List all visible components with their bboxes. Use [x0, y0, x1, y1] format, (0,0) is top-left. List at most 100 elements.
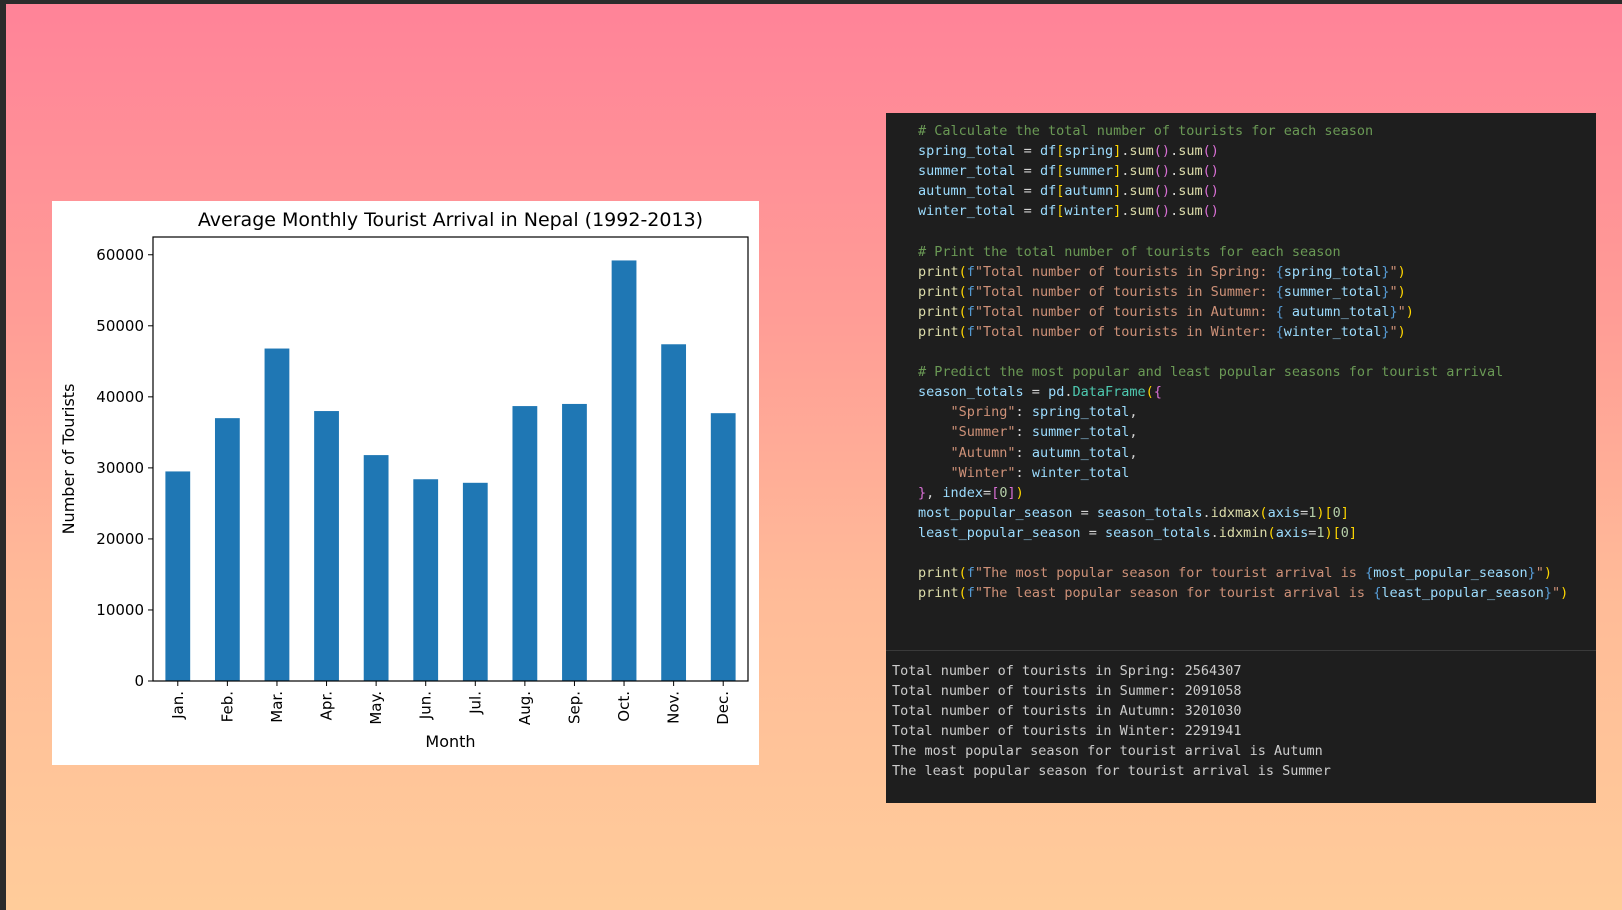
code-token: "Total number of tourists in Summer: [974, 283, 1276, 300]
x-axis-label: Month [425, 732, 475, 751]
code-token: DataFrame [1072, 384, 1146, 401]
code-token: ( [958, 263, 967, 280]
code-token: . [1170, 183, 1179, 200]
code-token: most_popular_season [918, 504, 1073, 521]
code-token: { [1275, 283, 1284, 300]
code-token: " [1389, 263, 1398, 280]
code-token: ] [1340, 504, 1349, 521]
code-line: most_popular_season = season_totals.idxm… [918, 503, 1596, 523]
code-token: 0 [999, 484, 1008, 501]
code-token: 1 [1316, 524, 1325, 541]
x-tick-label: Mar. [268, 691, 286, 723]
code-editor[interactable]: # Calculate the total number of tourists… [918, 121, 1596, 603]
code-token: most_popular_season [1373, 565, 1528, 582]
code-token: = [1023, 384, 1049, 401]
code-line: }, index=[0]) [918, 483, 1596, 503]
code-line: print(f"The least popular season for tou… [918, 583, 1596, 603]
code-token: spring_total [1283, 263, 1382, 280]
code-line: "Spring": spring_total, [918, 402, 1596, 422]
code-token: " [1397, 303, 1406, 320]
code-token: "Total number of tourists in Spring: [974, 263, 1276, 280]
code-line: winter_total = df[winter].sum().sum() [918, 201, 1596, 221]
code-line: # Print the total number of tourists for… [918, 242, 1596, 262]
code-token: ( [958, 585, 967, 602]
plot-frame [152, 236, 749, 682]
code-token: ( [958, 323, 967, 340]
code-line: "Autumn": autumn_total, [918, 443, 1596, 463]
chart-title: Average Monthly Tourist Arrival in Nepal… [198, 209, 703, 231]
code-token: } [1389, 303, 1398, 320]
code-token: = [1072, 504, 1097, 521]
cell-output: Total number of tourists in Spring: 2564… [892, 661, 1331, 782]
code-token: = [1015, 183, 1040, 200]
code-token: { [1275, 263, 1284, 280]
code-token: ) [1324, 524, 1333, 541]
code-token: "Spring" [950, 404, 1016, 421]
code-token: ( [1145, 384, 1154, 401]
code-token: } [1543, 585, 1553, 602]
code-token: ( [958, 303, 967, 320]
code-token: () [1202, 143, 1219, 160]
code-line: least_popular_season = season_totals.idx… [918, 523, 1596, 543]
code-token: least_popular_season [918, 524, 1081, 541]
code-token: f [966, 585, 975, 602]
code-line [918, 543, 1596, 563]
code-token: : [1015, 404, 1032, 421]
code-token: winter_total [918, 203, 1016, 220]
output-line: The most popular season for tourist arri… [892, 743, 1323, 760]
code-token: ( [958, 565, 967, 582]
y-axis-label: Number of Tourists [59, 384, 78, 535]
code-token [918, 404, 951, 420]
code-token: print [918, 263, 959, 280]
code-token: ) [1397, 283, 1406, 300]
y-tick-label: 0 [134, 672, 144, 690]
x-tick-label: Apr. [318, 691, 336, 720]
code-token: sum [1129, 143, 1154, 160]
output-line: Total number of tourists in Winter: 2291… [892, 723, 1242, 740]
code-token [918, 445, 951, 461]
bar-feb [214, 418, 240, 681]
code-token: print [918, 585, 959, 602]
y-tick-label: 10000 [96, 601, 144, 619]
code-token: " [1389, 283, 1398, 300]
code-token: sum [1178, 183, 1203, 200]
x-tick-label: Aug. [516, 691, 534, 725]
output-line: Total number of tourists in Autumn: 3201… [892, 703, 1242, 720]
code-token: () [1202, 163, 1219, 180]
code-token: spring_total [918, 143, 1016, 160]
code-line: "Winter": winter_total [918, 463, 1596, 483]
code-token: () [1202, 203, 1219, 220]
code-token: : [1015, 424, 1032, 441]
code-line [918, 342, 1596, 362]
code-token: summer_total [1031, 424, 1130, 441]
code-token: sum [1178, 163, 1203, 180]
code-token: # Calculate the total number of tourists… [918, 123, 1374, 139]
code-token: "Winter" [950, 464, 1016, 481]
code-token: axis [1267, 504, 1301, 521]
code-token: = [1308, 524, 1317, 541]
code-token: sum [1129, 203, 1154, 220]
code-token: " [1535, 565, 1544, 582]
x-tick-label: May. [367, 691, 385, 725]
code-token: "The most popular season for tourist arr… [974, 565, 1366, 582]
code-token: : [1015, 464, 1032, 481]
code-token: df [1039, 163, 1057, 180]
code-line: print(f"The most popular season for tour… [918, 563, 1596, 583]
code-token: df [1039, 183, 1057, 200]
code-token: { [1275, 323, 1284, 340]
code-token: spring [1064, 143, 1114, 160]
code-token: autumn_total [1283, 303, 1390, 320]
code-token: { [1153, 384, 1162, 401]
code-token: axis [1275, 524, 1309, 541]
code-token: ) [1316, 504, 1325, 521]
code-token: winter_total [1031, 464, 1130, 481]
x-tick-label: Oct. [615, 691, 633, 722]
x-tick-label: Jan. [169, 691, 187, 720]
code-token: idxmax [1210, 504, 1260, 521]
code-token: . [1121, 203, 1130, 220]
code-token: , [926, 484, 943, 501]
code-token: "Total number of tourists in Autumn: [974, 303, 1276, 320]
code-token: : [1015, 444, 1032, 461]
bar-chart-panel: Average Monthly Tourist Arrival in Nepal… [52, 201, 759, 765]
code-token: f [966, 263, 975, 280]
